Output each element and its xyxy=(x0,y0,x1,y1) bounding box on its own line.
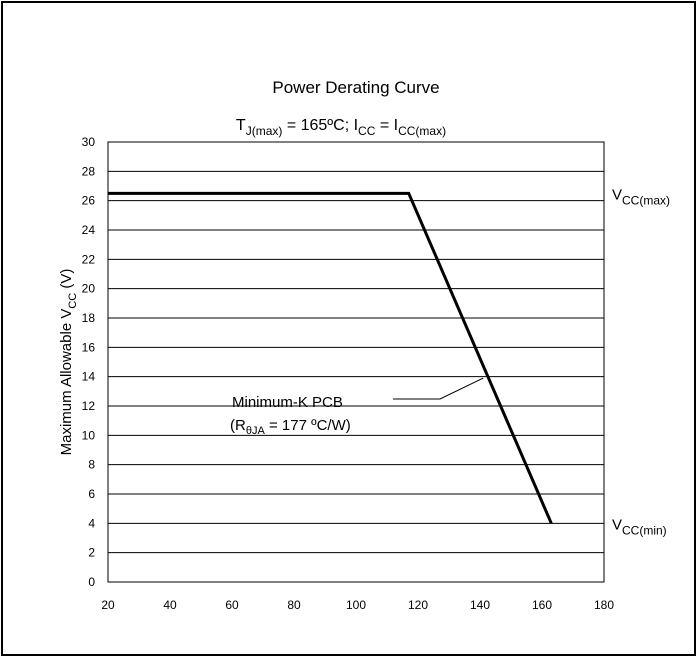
reference-label-main: V xyxy=(612,516,622,533)
series-layer xyxy=(108,191,553,524)
y-tick-label: 28 xyxy=(82,164,96,178)
y-axis-label-main: Maximum Allowable V xyxy=(58,309,75,456)
annotation: Minimum-K PCB (RθJA = 177 ºC/W) xyxy=(230,377,484,437)
x-tick-label: 180 xyxy=(594,598,614,612)
subtitle-sub-1: J(max) xyxy=(246,124,283,138)
y-axis-label: Maximum Allowable VCC (V) xyxy=(58,269,79,456)
vcc-max-label: VCC(max) xyxy=(612,186,670,207)
x-tick-label: 120 xyxy=(408,598,428,612)
x-tick-label: 40 xyxy=(163,598,177,612)
annotation-line-2-b: = 177 ºC/W) xyxy=(265,417,351,434)
subtitle-part-2: = 165ºC; I xyxy=(282,117,358,134)
annotation-line-2-sub: θJA xyxy=(246,425,266,437)
y-tick-label: 12 xyxy=(82,399,96,413)
x-tick-label: 140 xyxy=(470,598,490,612)
y-tick-label: 30 xyxy=(82,135,96,149)
x-tick-label: 60 xyxy=(225,598,239,612)
derating-series-line xyxy=(108,191,553,524)
y-tick-label: 14 xyxy=(82,370,96,384)
y-axis-label-sub: CC xyxy=(67,293,79,309)
y-tick-label: 4 xyxy=(88,516,95,530)
grid-lines xyxy=(108,141,604,583)
x-tick-label: 20 xyxy=(101,598,115,612)
y-tick-label: 26 xyxy=(82,194,96,208)
y-axis-label-unit: (V) xyxy=(58,269,75,293)
x-tick-labels: 20 40 60 80 100 120 140 160 180 xyxy=(101,598,614,612)
reference-label-main: V xyxy=(612,186,622,203)
chart-title: Power Derating Curve xyxy=(272,78,439,97)
x-tick-label: 100 xyxy=(346,598,366,612)
y-tick-label: 8 xyxy=(88,458,95,472)
subtitle-sub-3: CC(max) xyxy=(398,124,446,138)
reference-labels: VCC(max)VCC(min) xyxy=(612,186,670,537)
chart-subtitle: TJ(max) = 165ºC; ICC = ICC(max) xyxy=(236,117,446,138)
y-tick-label: 22 xyxy=(82,252,96,266)
annotation-line-2: (RθJA = 177 ºC/W) xyxy=(230,417,351,437)
reference-label-sub: CC(min) xyxy=(622,523,667,537)
plot-area-border xyxy=(107,141,605,583)
annotation-line-2-a: (R xyxy=(230,417,246,434)
y-tick-label: 0 xyxy=(88,575,95,589)
vcc-min-label: VCC(min) xyxy=(612,516,667,537)
annotation-line-1: Minimum-K PCB xyxy=(232,394,343,411)
y-tick-label: 2 xyxy=(88,546,95,560)
y-tick-label: 18 xyxy=(82,311,96,325)
reference-label-sub: CC(max) xyxy=(622,193,670,207)
subtitle-part-3: = I xyxy=(375,117,398,134)
y-tick-label: 6 xyxy=(88,487,95,501)
subtitle-part-1: T xyxy=(236,117,246,134)
subtitle-sub-2: CC xyxy=(358,124,376,138)
x-tick-label: 160 xyxy=(532,598,552,612)
y-tick-label: 24 xyxy=(82,223,96,237)
annotation-leader-line xyxy=(393,377,484,400)
x-tick-label: 80 xyxy=(287,598,301,612)
y-tick-label: 16 xyxy=(82,340,96,354)
y-tick-label: 10 xyxy=(82,428,96,442)
y-tick-label: 20 xyxy=(82,282,96,296)
